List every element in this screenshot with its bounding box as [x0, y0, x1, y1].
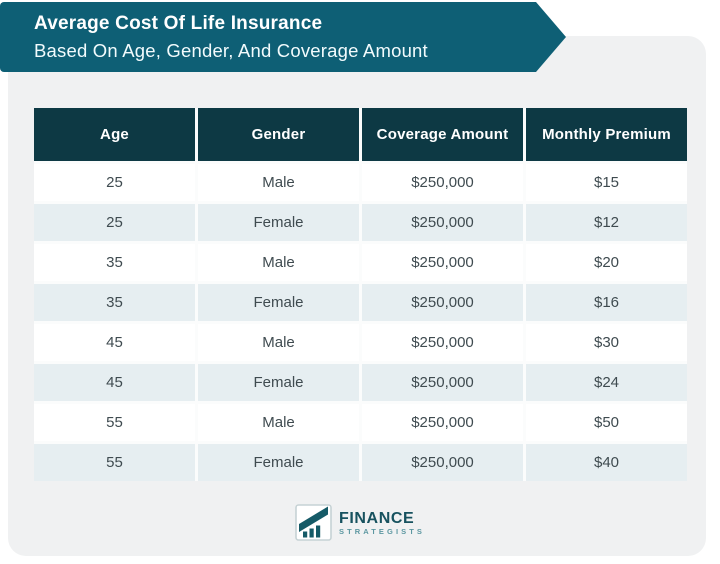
column-header-gender: Gender [198, 108, 359, 161]
insurance-cost-table: Age Gender Coverage Amount Monthly Premium 2… [34, 108, 687, 481]
title-banner: Average Cost Of Life Insurance Based On … [0, 2, 566, 72]
table-cell: 25 [34, 204, 195, 241]
table-cell: $12 [526, 204, 687, 241]
logo-name-finance: FINANCE [338, 509, 415, 527]
table-cell: $16 [526, 284, 687, 321]
table-cell: Female [198, 444, 359, 481]
table-cell: Male [198, 164, 359, 201]
column-header-age: Age [34, 108, 195, 161]
table-cell: 45 [34, 324, 195, 361]
table-cell: Female [198, 364, 359, 401]
logo-name-strategists: STRATEGISTS [338, 526, 426, 536]
finance-strategists-logo-icon [295, 504, 332, 541]
table-cell: $250,000 [362, 324, 523, 361]
table-cell: 35 [34, 284, 195, 321]
table-cell: Male [198, 244, 359, 281]
table-cell: 55 [34, 444, 195, 481]
table-cell: 35 [34, 244, 195, 281]
column-header-monthly-premium: Monthly Premium [526, 108, 687, 161]
table-cell: $250,000 [362, 444, 523, 481]
table-cell: $40 [526, 444, 687, 481]
table-cell: $50 [526, 404, 687, 441]
table-cell: Male [198, 324, 359, 361]
page-subtitle: Based On Age, Gender, And Coverage Amoun… [34, 40, 428, 61]
table-cell: $20 [526, 244, 687, 281]
table-cell: $250,000 [362, 164, 523, 201]
table-cell: Male [198, 404, 359, 441]
table-cell: $250,000 [362, 204, 523, 241]
table-cell: $250,000 [362, 284, 523, 321]
table-cell: 55 [34, 404, 195, 441]
table-cell: $250,000 [362, 244, 523, 281]
table-cell: $250,000 [362, 404, 523, 441]
table-cell: Female [198, 284, 359, 321]
table-cell: $15 [526, 164, 687, 201]
finance-strategists-logo: FINANCE STRATEGISTS [0, 504, 720, 541]
table-cell: Female [198, 204, 359, 241]
table-cell: 25 [34, 164, 195, 201]
finance-strategists-wordmark: FINANCE STRATEGISTS [339, 510, 425, 536]
table-cell: $250,000 [362, 364, 523, 401]
table-cell: $30 [526, 324, 687, 361]
table-cell: $24 [526, 364, 687, 401]
table-cell: 45 [34, 364, 195, 401]
page-title: Average Cost Of Life Insurance [34, 13, 323, 34]
column-header-coverage-amount: Coverage Amount [362, 108, 523, 161]
